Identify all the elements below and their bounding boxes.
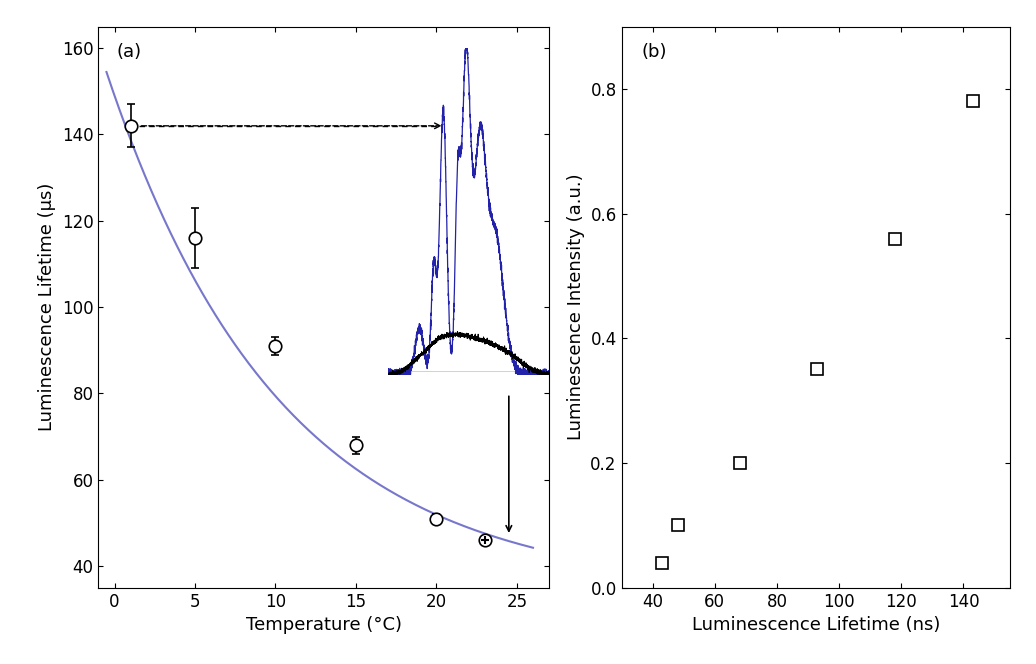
Y-axis label: Luminescence Lifetime (μs): Luminescence Lifetime (μs) [38,183,56,432]
X-axis label: Luminescence Lifetime (ns): Luminescence Lifetime (ns) [692,616,940,634]
Y-axis label: Luminescence Intensity (a.u.): Luminescence Intensity (a.u.) [567,174,584,440]
X-axis label: Temperature (°C): Temperature (°C) [246,616,402,634]
Text: (a): (a) [116,43,142,61]
Text: (b): (b) [641,43,666,61]
